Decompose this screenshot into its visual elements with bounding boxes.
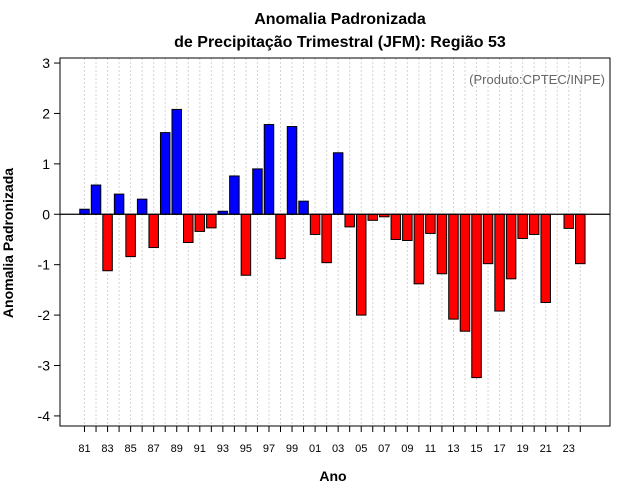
credit-text: (Produto:CPTEC/INPE) bbox=[469, 72, 605, 87]
x-tick-label: 13 bbox=[447, 443, 459, 455]
bar bbox=[113, 193, 125, 215]
x-tick-label: 99 bbox=[286, 443, 298, 455]
bar bbox=[471, 213, 482, 379]
chart-title: Anomalia Padronizada bbox=[254, 11, 426, 28]
bar-series bbox=[79, 108, 586, 379]
y-axis-label: Anomalia Padronizada bbox=[0, 168, 16, 318]
y-tick-label: -2 bbox=[38, 307, 51, 323]
x-tick-label: 07 bbox=[378, 443, 390, 455]
bar bbox=[148, 213, 159, 249]
bar bbox=[436, 213, 448, 275]
x-tick-label: 01 bbox=[309, 443, 321, 455]
x-tick-label: 17 bbox=[493, 443, 505, 455]
y-tick-label: 3 bbox=[42, 55, 50, 71]
x-tick-label: 89 bbox=[171, 443, 183, 455]
bar bbox=[355, 213, 367, 316]
bar bbox=[298, 200, 309, 215]
bar bbox=[425, 213, 436, 234]
x-tick-label: 19 bbox=[517, 443, 529, 455]
x-tick-label: 91 bbox=[194, 443, 206, 455]
bar bbox=[79, 208, 90, 215]
y-tick-label: -1 bbox=[38, 257, 51, 273]
x-tick-label: 03 bbox=[332, 443, 344, 455]
bar bbox=[390, 213, 402, 240]
bar bbox=[275, 213, 286, 260]
bar bbox=[263, 124, 275, 215]
bar bbox=[252, 168, 263, 215]
bar bbox=[402, 213, 413, 241]
x-tick-label: 81 bbox=[78, 443, 90, 455]
x-axis: 81 83 85 87 89 91 93 95 97 99 01 03 05 07 09 11 13 15 17 19… bbox=[78, 426, 581, 455]
bar bbox=[240, 213, 252, 276]
bar bbox=[102, 213, 113, 272]
x-tick-label: 05 bbox=[355, 443, 367, 455]
chart-subtitle: de Precipitação Trimestral (JFM): Região… bbox=[174, 34, 506, 51]
bar bbox=[344, 213, 355, 228]
bar bbox=[90, 184, 102, 215]
x-tick-label: 21 bbox=[540, 443, 552, 455]
x-axis-label: Ano bbox=[319, 468, 346, 484]
x-tick-label: 97 bbox=[263, 443, 275, 455]
bar bbox=[413, 213, 425, 285]
x-tick-label: 09 bbox=[401, 443, 413, 455]
y-axis: 3 2 1 0 -1 -2 -3 -4 bbox=[38, 55, 60, 424]
bar bbox=[159, 132, 171, 215]
bar bbox=[171, 108, 182, 215]
x-tick-label: 15 bbox=[470, 443, 482, 455]
y-tick-label: -3 bbox=[38, 358, 51, 374]
x-tick-label: 11 bbox=[425, 443, 436, 455]
bar bbox=[448, 213, 459, 320]
bar bbox=[229, 175, 240, 215]
bar bbox=[332, 152, 344, 215]
bar bbox=[309, 213, 321, 235]
x-tick-label: 87 bbox=[148, 443, 160, 455]
bar bbox=[206, 213, 217, 229]
x-tick-label: 23 bbox=[563, 443, 575, 455]
x-tick-label: 95 bbox=[240, 443, 252, 455]
x-tick-label: 93 bbox=[217, 443, 229, 455]
bar bbox=[459, 213, 471, 332]
bar bbox=[125, 213, 136, 258]
bar bbox=[194, 213, 206, 232]
bar bbox=[136, 198, 148, 215]
bar bbox=[367, 213, 378, 221]
bar bbox=[563, 213, 575, 229]
bar bbox=[528, 213, 540, 235]
bar bbox=[505, 213, 517, 280]
bar bbox=[517, 213, 528, 239]
plot-area-border bbox=[59, 57, 611, 427]
y-tick-label: 1 bbox=[42, 156, 50, 172]
y-tick-label: -4 bbox=[38, 408, 51, 424]
bar bbox=[482, 213, 494, 265]
x-tick-label: 85 bbox=[124, 443, 136, 455]
bar bbox=[286, 126, 298, 215]
y-tick-label: 2 bbox=[42, 105, 50, 121]
bar bbox=[575, 213, 586, 265]
x-tick-label: 83 bbox=[101, 443, 113, 455]
bar bbox=[494, 213, 505, 312]
bar bbox=[183, 213, 194, 244]
bar bbox=[321, 213, 332, 264]
y-tick-label: 0 bbox=[42, 206, 50, 222]
bar bbox=[540, 213, 551, 303]
